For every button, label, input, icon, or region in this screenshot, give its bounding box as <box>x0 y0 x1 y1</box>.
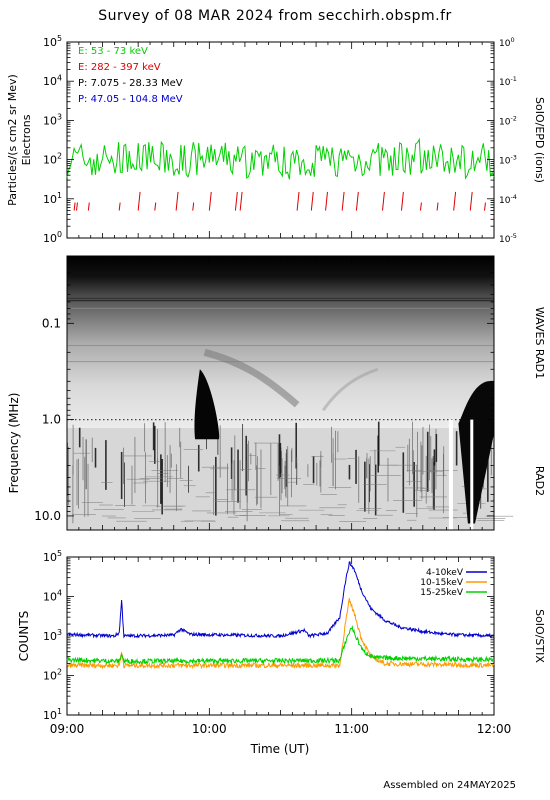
legend-item: 4-10keV <box>426 568 464 578</box>
series-mark-electrons-282-397 <box>484 202 486 211</box>
series-mark-electrons-282-397 <box>310 191 314 211</box>
stix-panel: 101 102 103 104 105 4-10keV 10-15keV 15-25ke… <box>17 549 546 756</box>
y-tick-label: 105 <box>43 549 62 564</box>
waves-panel: 0.1 1.0 10.0 Frequency (MHz) WAVES RAD1 RA… <box>7 255 546 531</box>
radio-burst <box>458 380 494 524</box>
y-tick-label: 102 <box>43 152 62 167</box>
series-mark-electrons-282-397 <box>296 191 300 211</box>
radio-burst-tail <box>203 348 300 408</box>
series-mark-electrons-282-397 <box>87 202 90 211</box>
legend-item: E: 53 - 73 keV <box>78 46 148 57</box>
data-gap <box>470 419 474 530</box>
page-title: Survey of 08 MAR 2024 from secchirh.obsp… <box>98 8 452 24</box>
series-mark-electrons-282-397 <box>208 191 212 211</box>
particles-ylabel: Particles/(s cm2 sr Mev) <box>6 74 19 206</box>
series-mark-electrons-282-397 <box>382 191 385 211</box>
waves-right-label-rad1: WAVES RAD1 <box>533 307 546 379</box>
series-line-electrons-53-73 <box>66 137 495 180</box>
x-tick-label: 12:00 <box>477 722 512 736</box>
radio-burst <box>194 369 220 440</box>
series-mark-electrons-282-397 <box>73 202 76 211</box>
particles-ylabel-2: Electrons <box>20 114 33 165</box>
x-tick-label: 10:00 <box>192 722 227 736</box>
series-line-4-10keV <box>66 561 495 639</box>
series-line-10-15keV <box>66 598 495 670</box>
y-tick-label: 0.1 <box>42 316 61 330</box>
y2-tick-label: 100 <box>499 36 515 49</box>
y-tick-label: 103 <box>43 628 62 643</box>
y2-tick-label: 10-2 <box>499 114 517 127</box>
stix-ylabel: COUNTS <box>17 611 31 662</box>
y-tick-label: 101 <box>43 191 62 206</box>
series-mark-electrons-282-397 <box>453 191 457 211</box>
legend-item: 15-25keV <box>420 588 464 598</box>
y2-tick-label: 10-3 <box>499 154 517 167</box>
x-tick-label: 11:00 <box>334 722 369 736</box>
radio-burst-tail <box>321 367 379 412</box>
stix-right-label: SoIO/STIX <box>533 609 546 663</box>
time-axis-label: Time (UT) <box>250 742 310 756</box>
footer-note: Assembled on 24MAY2025 <box>383 780 516 791</box>
waves-ylabel: Frequency (MHz) <box>7 393 21 494</box>
particles-legend: E: 53 - 73 keV E: 282 - 397 keV P: 7.075… <box>78 46 183 105</box>
series-mark-electrons-282-397 <box>239 191 243 211</box>
y-tick-label: 104 <box>43 73 62 88</box>
series-mark-electrons-282-397 <box>400 191 404 211</box>
series-mark-electrons-282-397 <box>341 191 345 211</box>
series-mark-electrons-282-397 <box>469 191 473 211</box>
series-mark-electrons-282-397 <box>175 191 179 211</box>
series-mark-electrons-282-397 <box>137 191 141 211</box>
series-mark-electrons-282-397 <box>118 202 121 211</box>
y2-tick-label: 10-4 <box>499 193 517 206</box>
particles-panel: 100 101 102 103 104 105 10-5 10-4 10-3 10-2 10-1 10… <box>6 34 546 245</box>
legend-item: E: 282 - 397 keV <box>78 62 161 73</box>
y2-tick-label: 10-1 <box>499 75 517 88</box>
waves-right-label-rad2: RAD2 <box>533 466 546 496</box>
series-mark-electrons-282-397 <box>234 191 238 211</box>
x-tick-label: 09:00 <box>50 722 85 736</box>
data-gap <box>448 419 453 530</box>
series-mark-electrons-282-397 <box>75 202 78 211</box>
y-tick-label: 100 <box>43 230 62 245</box>
series-mark-electrons-282-397 <box>355 191 359 211</box>
y2-tick-label: 10-5 <box>499 232 517 245</box>
y-tick-label: 1.0 <box>42 413 61 427</box>
y-tick-label: 10.0 <box>34 509 61 523</box>
series-mark-electrons-282-397 <box>436 202 439 211</box>
y-tick-label: 101 <box>43 707 62 722</box>
legend-item: P: 47.05 - 104.8 MeV <box>78 94 183 105</box>
series-line-15-25keV <box>66 625 495 666</box>
y-tick-label: 104 <box>43 589 62 604</box>
legend-item: P: 7.075 - 28.33 MeV <box>78 78 183 89</box>
series-mark-electrons-282-397 <box>154 202 157 211</box>
series-mark-electrons-282-397 <box>192 202 195 211</box>
particles-right-label: SoIO/EPD (ions) <box>533 97 546 183</box>
legend-item: 10-15keV <box>420 578 464 588</box>
y-tick-label: 105 <box>43 34 62 49</box>
y-tick-label: 102 <box>43 668 62 683</box>
y-tick-label: 103 <box>43 112 62 127</box>
stix-legend: 4-10keV 10-15keV 15-25keV <box>420 568 487 598</box>
series-mark-electrons-282-397 <box>325 191 328 211</box>
series-mark-electrons-282-397 <box>419 202 422 211</box>
